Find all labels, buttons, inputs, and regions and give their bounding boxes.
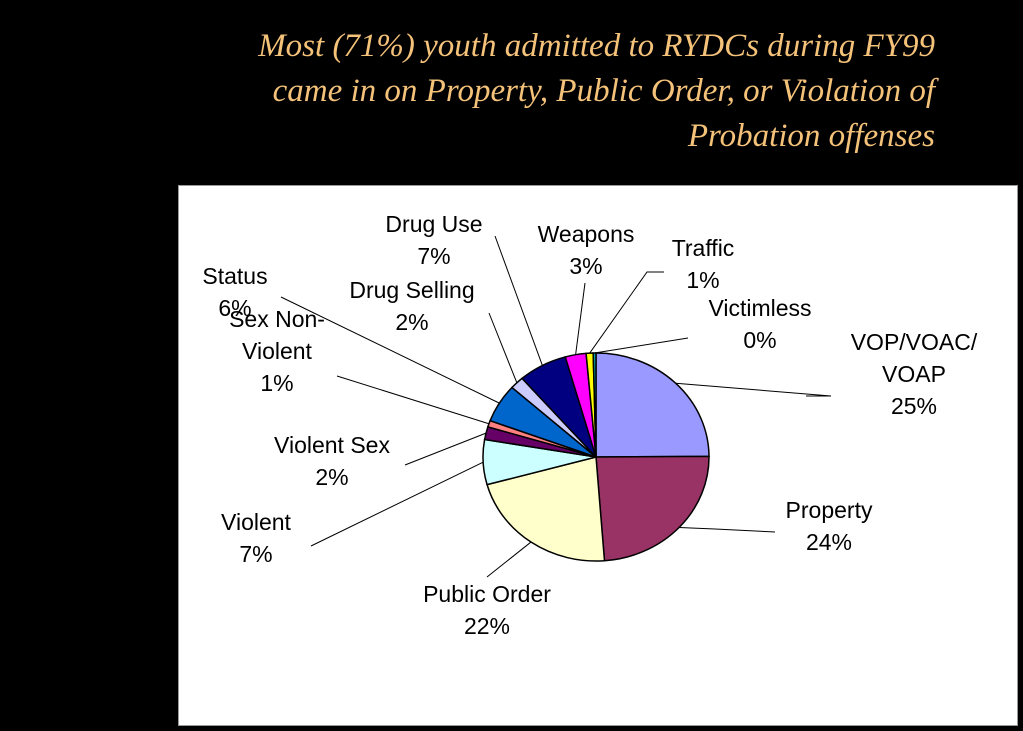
- slice-vop-voac-voap: [595, 352, 710, 458]
- leader-line: [280, 296, 500, 404]
- leader-line: [575, 282, 586, 355]
- leader-line: [594, 337, 689, 354]
- chart-frame: VOP/VOAC/VOAP 25% Property 24% Public Order 2…: [178, 185, 1018, 726]
- slice-category-label: Drug Use: [385, 211, 482, 237]
- slice-percent-label: 1%: [686, 267, 719, 293]
- slice-public-order: [486, 456, 606, 562]
- slide-title: Most (71%) youth admitted to RYDCs durin…: [60, 24, 935, 159]
- slice-percent-label: 0%: [743, 327, 776, 353]
- slice-percent-label: 25%: [891, 393, 937, 419]
- slice-percent-label: 22%: [464, 613, 510, 639]
- slice-percent-label: 3%: [569, 253, 602, 279]
- slice-category-label: Violent: [221, 509, 292, 535]
- slice-category-label: Violent Sex: [274, 432, 390, 458]
- slice-category-label: Status: [202, 263, 267, 289]
- slice-percent-label: 7%: [417, 243, 450, 269]
- leader-line: [589, 271, 664, 354]
- slice-percent-label: 24%: [806, 529, 852, 555]
- slice-percent-label: 6%: [218, 295, 251, 321]
- slice-percent-label: 7%: [239, 541, 272, 567]
- leader-line: [336, 375, 490, 425]
- leader-lines: [280, 235, 832, 578]
- slice-percent-label: 2%: [395, 309, 428, 335]
- slice-category-label: VOAP: [882, 361, 946, 387]
- title-line-3: Probation offenses: [687, 118, 935, 154]
- leader-line: [679, 526, 776, 533]
- slice-category-label: Sex Non-: [229, 306, 325, 332]
- leader-line: [404, 432, 487, 466]
- slice-category-label: Victimless: [708, 295, 811, 321]
- slice-category-label: Weapons: [538, 221, 635, 247]
- leader-line: [310, 461, 484, 547]
- slice-percent-label: 2%: [315, 464, 348, 490]
- title-line-1: Most (71%) youth admitted to RYDCs durin…: [258, 28, 935, 64]
- slice-category-label: VOP/VOAC/: [851, 329, 978, 355]
- title-line-2: came in on Property, Public Order, or Vi…: [272, 73, 935, 109]
- leader-line: [494, 235, 543, 366]
- pie-chart: VOP/VOAC/VOAP 25% Property 24% Public Order 2…: [202, 211, 977, 639]
- slice-category-label: Drug Selling: [349, 277, 474, 303]
- slice-property: [595, 455, 710, 562]
- leader-line: [488, 312, 518, 383]
- slice-category-label: Property: [786, 497, 873, 523]
- slice-percent-label: 1%: [260, 370, 293, 396]
- slice-category-label: Public Order: [423, 581, 551, 607]
- slice-category-label: Violent: [242, 338, 313, 364]
- pie-slices: [482, 352, 710, 562]
- leader-line: [486, 541, 532, 578]
- slice-labels: VOP/VOAC/VOAP 25% Property 24% Public Order 2…: [202, 211, 977, 639]
- slice-category-label: Traffic: [672, 235, 735, 261]
- leader-line: [675, 382, 832, 397]
